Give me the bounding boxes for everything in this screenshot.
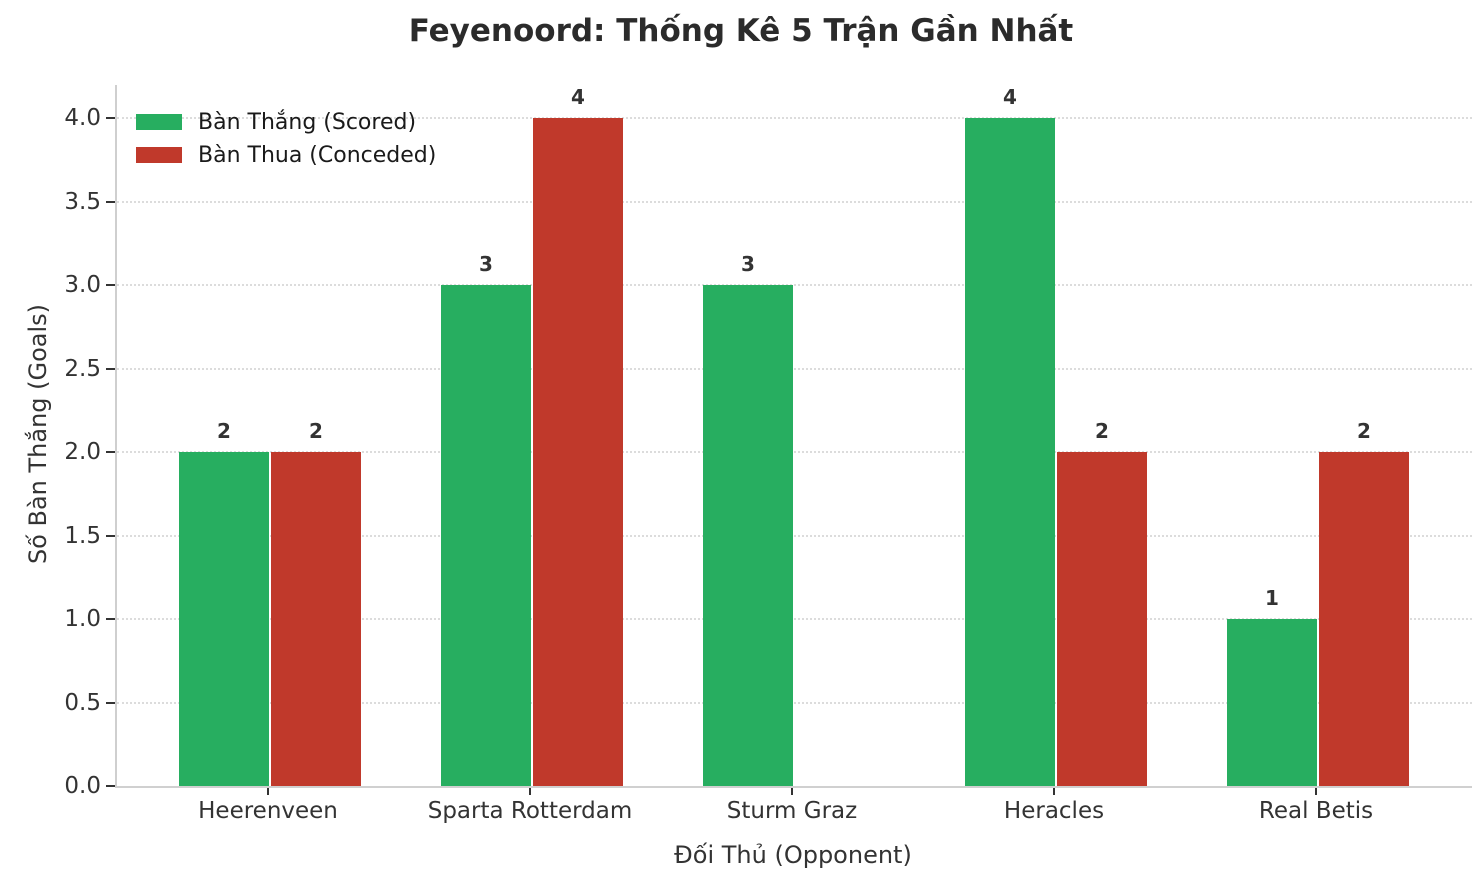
y-tick-mark	[106, 284, 115, 286]
y-tick-mark	[106, 367, 115, 370]
y-tick-mark	[106, 534, 115, 537]
legend: Bàn Thắng (Scored) Bàn Thua (Conceded)	[136, 109, 437, 177]
y-tick-mark	[106, 785, 115, 787]
bar-scored	[441, 285, 531, 786]
bar-value-label: 3	[479, 252, 493, 276]
y-tick-label: 3.5	[64, 188, 101, 215]
bar-scored	[703, 285, 793, 786]
legend-item: Bàn Thua (Conceded)	[136, 142, 437, 168]
x-tick-mark	[1315, 788, 1317, 795]
x-tick-mark	[267, 788, 269, 795]
x-tick-mark	[1053, 788, 1055, 795]
x-tick-mark	[791, 788, 793, 795]
x-tick-mark	[529, 788, 531, 795]
y-tick-label: 2.0	[64, 439, 101, 465]
y-tick-label: 4.0	[64, 105, 101, 131]
plot-area: 2 3 3 4 1 2 4 2 2	[115, 85, 1472, 788]
y-tick-label: 0.5	[64, 689, 101, 716]
y-tick-label: 0.0	[64, 773, 101, 799]
legend-item: Bàn Thắng (Scored)	[136, 109, 436, 135]
bar-conceded	[1319, 452, 1409, 786]
x-tick-label: Sturm Graz	[726, 798, 858, 824]
legend-label: Bàn Thắng (Scored)	[198, 109, 417, 135]
y-tick-mark	[106, 117, 115, 119]
bar-value-label: 4	[571, 85, 585, 109]
grid-line	[117, 451, 1472, 453]
bar-scored	[1227, 619, 1317, 786]
bar-conceded	[1057, 452, 1147, 786]
bar-conceded	[533, 118, 623, 786]
y-tick-mark	[106, 618, 115, 620]
y-tick-mark	[106, 200, 115, 203]
x-axis-label: Đối Thủ (Opponent)	[674, 841, 912, 869]
x-tick-label: Real Betis	[1258, 798, 1374, 824]
bar-value-label: 1	[1265, 586, 1279, 610]
x-tick-label: Heracles	[1003, 798, 1105, 824]
grid-line	[117, 618, 1472, 620]
bar-conceded	[271, 452, 361, 786]
y-tick-label: 1.5	[64, 522, 101, 549]
bar-scored	[179, 452, 269, 786]
grid-line	[117, 284, 1472, 286]
bar-value-label: 2	[1095, 419, 1109, 443]
legend-swatch	[136, 147, 182, 163]
y-tick-mark	[106, 701, 115, 704]
grid-line	[117, 701, 1472, 704]
grid-line	[117, 200, 1472, 203]
bar-value-label: 4	[1003, 85, 1017, 109]
y-tick-label: 2.5	[64, 355, 101, 382]
grid-line	[117, 367, 1472, 370]
y-tick-mark	[106, 451, 115, 453]
bar-value-label: 2	[309, 419, 323, 443]
bar-value-label: 2	[1357, 419, 1371, 443]
legend-swatch	[136, 114, 182, 130]
y-tick-label: 1.0	[64, 606, 101, 632]
bar-value-label: 2	[217, 419, 231, 443]
y-tick-label: 3.0	[64, 272, 101, 298]
bar-value-label: 3	[741, 252, 755, 276]
grid-line	[117, 534, 1472, 537]
legend-label: Bàn Thua (Conceded)	[198, 142, 437, 168]
chart-title: Feyenoord: Thống Kê 5 Trận Gần Nhất	[408, 13, 1074, 49]
grid-line	[117, 117, 1472, 119]
x-tick-label: Sparta Rotterdam	[427, 798, 633, 824]
x-tick-label: Heerenveen	[198, 798, 338, 824]
bar-scored	[965, 118, 1055, 786]
